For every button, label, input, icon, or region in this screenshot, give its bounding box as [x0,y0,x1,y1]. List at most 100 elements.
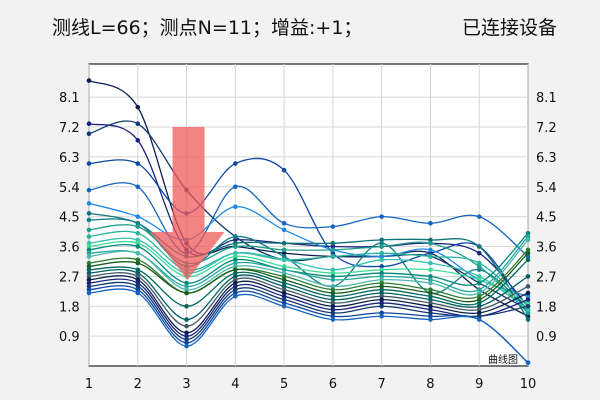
series-point [184,290,189,296]
series-point [330,247,336,253]
series-point [379,294,384,299]
series-point [281,294,287,299]
series-line [86,237,531,312]
series-point [428,267,433,273]
series-point [330,313,336,319]
x-tick-label: 7 [378,377,386,392]
series-point [135,138,141,143]
series-point [428,307,433,312]
series-point [233,240,238,246]
series-point [233,267,238,273]
curve-chart[interactable]: 0.9 0.9 1.8 1.8 2.7 2.7 3.6 3.6 4.5 4.5 5.4 5.4 6.3 6… [0,44,600,400]
series-point [330,277,336,283]
series-point [86,274,92,279]
y-tick-label-left: 5.4 [59,181,80,196]
series-point [476,310,482,316]
series-point [281,257,287,263]
series-point [184,284,189,289]
series-point [428,300,433,306]
x-tick-label: 5 [280,377,288,392]
series-path [88,120,529,311]
series-point [281,290,287,296]
series-point [525,317,531,322]
series-point [379,313,384,319]
series-point [233,287,238,292]
series-line [86,275,531,336]
series-point [86,260,92,266]
series-point [525,254,531,259]
series-point [330,270,336,276]
series-point [525,290,531,296]
series-path [88,236,529,293]
series-point [281,300,287,306]
series-line [86,250,531,303]
series-line [86,234,531,293]
series-point [525,230,531,236]
series-point [525,360,531,365]
series-point [476,294,482,299]
series-point [135,224,141,229]
series-point [86,287,92,292]
series-line [86,201,531,299]
series-point [184,337,189,342]
series-point [476,214,482,219]
y-tick-label-left: 4.5 [59,211,80,226]
series-point [281,250,287,256]
series-point [281,227,287,233]
y-tick-label-right: 6.3 [536,151,557,166]
series-point [135,277,141,283]
series-point [428,290,433,296]
series-point [135,257,141,263]
series-point [428,317,433,322]
series-line [86,272,531,329]
series-point [476,260,482,266]
series-point [330,307,336,312]
series-point [330,294,336,299]
series-point [233,264,238,269]
series-point [135,237,141,243]
series-point [379,257,384,263]
series-point [476,274,482,279]
series-point [233,280,238,286]
series-point [86,187,92,193]
series-point [476,297,482,302]
series-point [86,250,92,256]
series-point [525,310,531,316]
y-tick-label-right: 4.5 [536,211,557,226]
series-point [135,260,141,266]
series-path [88,239,529,296]
series-path [88,202,529,297]
series-point [281,277,287,283]
series-point [135,161,141,166]
series-point [233,234,238,239]
series-point [135,270,141,276]
series-point [525,284,531,289]
series-point [86,211,92,216]
series-point [525,300,531,306]
series-point [379,214,384,219]
series-point [428,274,433,279]
series-point [428,280,433,286]
series-point [86,277,92,283]
y-tick-label-right: 1.8 [536,300,557,315]
series-point [135,274,141,279]
series-path [88,240,529,304]
series-point [281,280,287,286]
x-tick-label: 8 [426,377,434,392]
series-point [86,270,92,276]
series-point [86,240,92,246]
series-point [184,287,189,292]
down-arrow-annotation [150,127,225,280]
series-point [233,274,238,279]
series-point [330,287,336,292]
y-tick-label-right: 7.2 [536,121,557,136]
series-point [233,260,238,266]
series-line [86,257,531,309]
series-point [476,280,482,286]
series-line [86,288,531,365]
series-point [135,184,141,190]
series-point [476,317,482,322]
series-point [428,297,433,302]
series-point [86,161,92,166]
y-tick-label-right: 3.6 [536,241,557,256]
